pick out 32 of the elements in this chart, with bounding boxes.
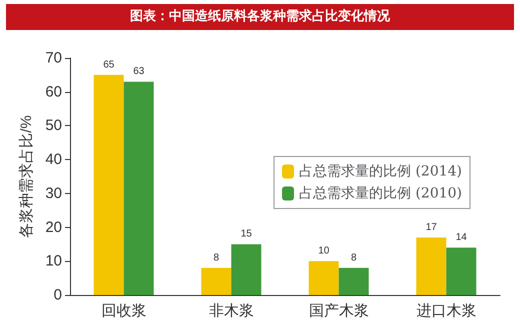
data-label: 8 bbox=[213, 252, 220, 264]
legend-label: 占总需求量的比例 (2014) bbox=[298, 164, 462, 180]
bar bbox=[94, 74, 124, 295]
data-label: 10 bbox=[318, 246, 330, 257]
y-tick-label: 20 bbox=[45, 218, 62, 236]
y-tick-label: 40 bbox=[45, 151, 62, 168]
y-tick-label: 60 bbox=[45, 83, 62, 100]
y-tick-label: 70 bbox=[45, 50, 62, 66]
data-label: 17 bbox=[426, 222, 438, 233]
data-label: 8 bbox=[350, 252, 357, 264]
x-tick-label: 非木浆 bbox=[208, 302, 254, 320]
data-label: 15 bbox=[240, 228, 252, 240]
x-tick-label: 回收浆 bbox=[101, 302, 146, 320]
y-tick-label: 30 bbox=[45, 184, 62, 202]
data-label: 65 bbox=[103, 59, 115, 70]
y-tick-label: 50 bbox=[45, 117, 62, 134]
y-axis-title: 各浆种需求占比/% bbox=[18, 115, 35, 238]
legend-label: 占总需求量的比例 (2010) bbox=[298, 186, 462, 202]
bar bbox=[446, 248, 476, 295]
bar bbox=[201, 268, 232, 295]
x-tick-label: 国产木浆 bbox=[308, 302, 369, 320]
bar bbox=[231, 244, 262, 295]
y-tick-label: 0 bbox=[54, 286, 62, 304]
y-tick-label: 10 bbox=[45, 252, 62, 270]
bar bbox=[308, 261, 339, 295]
chart-title: 图表：中国造纸原料各浆种需求占比变化情况 bbox=[6, 4, 514, 30]
bar bbox=[416, 237, 446, 295]
x-tick-label: 进口木浆 bbox=[416, 302, 476, 320]
data-label: 14 bbox=[456, 232, 468, 244]
bar bbox=[338, 268, 369, 295]
data-label: 63 bbox=[133, 66, 145, 78]
bar bbox=[124, 82, 154, 295]
